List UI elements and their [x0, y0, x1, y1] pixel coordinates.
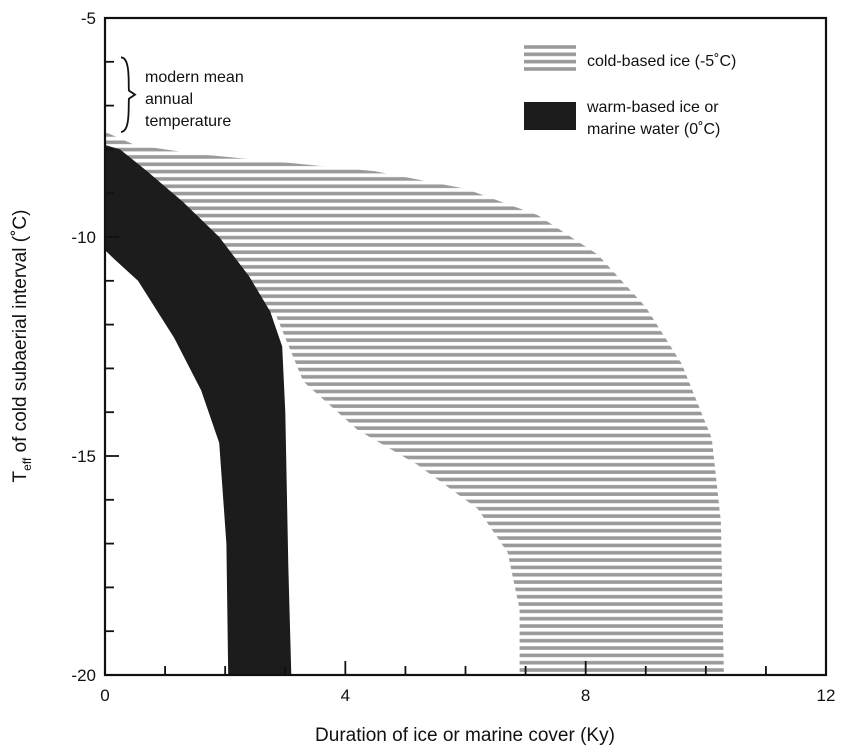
y-axis-title-main: T [10, 470, 31, 482]
x-tick-label: 12 [817, 686, 836, 705]
x-tick-label: 0 [100, 686, 109, 705]
legend-label-warm-based-ice-line-1: warm-based ice or [586, 99, 719, 116]
annotation-line-1: modern mean [145, 69, 244, 86]
legend-swatch-warm-based-ice [524, 102, 576, 130]
y-axis-title-subscript: eff [20, 457, 34, 471]
y-axis-tick-labels: -5 -10 -15 -20 [71, 9, 96, 685]
annotation-text: modern mean annual temperature [145, 69, 244, 130]
y-axis-title-rest: of cold subaerial interval (˚C) [10, 210, 31, 458]
x-axis-ticks [104, 661, 827, 675]
annotation-brace [120, 56, 137, 133]
legend-label-cold-based-ice: cold-based ice (-5˚C) [587, 53, 736, 70]
warm-based-ice-region [105, 145, 292, 675]
x-axis-tick-labels: 0 4 8 12 [100, 686, 835, 705]
y-tick-label: -20 [71, 666, 96, 685]
y-tick-label: -15 [71, 447, 96, 466]
x-tick-label: 8 [581, 686, 590, 705]
annotation-line-3: temperature [145, 113, 231, 130]
y-tick-label: -5 [81, 9, 96, 28]
legend-label-warm-based-ice-line-2: marine water (0˚C) [587, 121, 720, 138]
legend-swatch-cold-based-ice [524, 45, 576, 72]
y-axis-ticks [105, 17, 119, 676]
y-tick-label: -10 [71, 228, 96, 247]
x-axis-title: Duration of ice or marine cover (Ky) [315, 725, 615, 746]
plot-area [105, 131, 724, 675]
y-axis-title: Teff of cold subaerial interval (˚C) [10, 210, 34, 483]
legend: cold-based ice (-5˚C) warm-based ice or … [524, 45, 736, 138]
cold-based-ice-region [105, 131, 724, 675]
x-tick-label: 4 [341, 686, 350, 705]
annotation-line-2: annual [145, 91, 193, 108]
